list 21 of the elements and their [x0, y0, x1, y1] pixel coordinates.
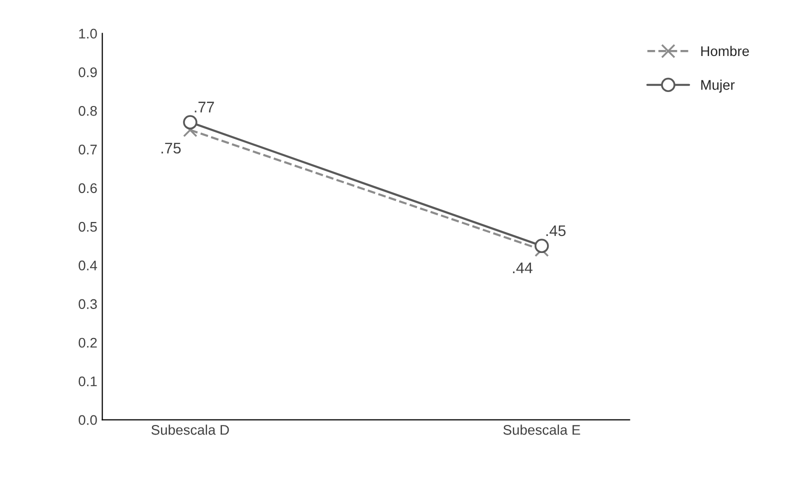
point [183, 115, 198, 130]
data-label: .75 [162, 142, 181, 154]
y-tick-label: 0.5 [78, 222, 97, 232]
legend-label: Mujer [701, 80, 735, 93]
y-tick-label: 0.0 [78, 415, 97, 425]
data-label: .45 [546, 225, 566, 236]
legend-label: Hombre [701, 46, 749, 56]
y-tick-label: 0.2 [78, 338, 97, 348]
y-tick-label: 0.7 [78, 144, 97, 154]
data-label: .77 [194, 102, 214, 112]
y-tick-label: 0.9 [78, 67, 97, 78]
point [534, 238, 549, 254]
y-tick-label: 0.4 [78, 260, 98, 270]
data-label: .44 [513, 262, 532, 274]
x-tick-label: Subescala E [503, 424, 580, 435]
x-tick-label: Subescala D [151, 424, 229, 435]
y-tick-label: 1.0 [79, 28, 97, 39]
y-tick-label: 0.3 [78, 299, 97, 310]
y-tick-label: 0.6 [78, 183, 97, 194]
y-tick-label: 0.1 [78, 376, 97, 386]
y-tick-label: 0.8 [78, 106, 97, 116]
